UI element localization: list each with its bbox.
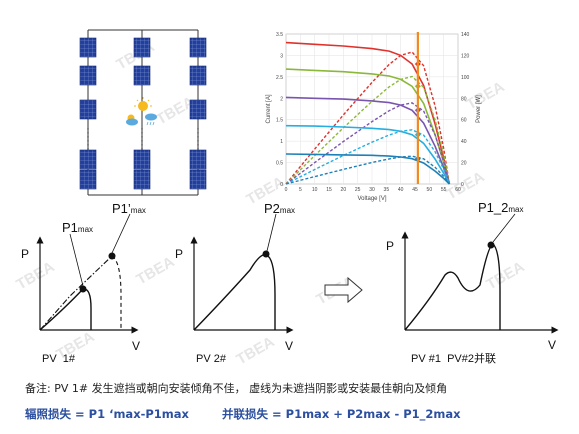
- pv2-curve: [193, 253, 276, 331]
- x-tick-label: 5: [299, 187, 302, 193]
- y-right-tick-labels: 0 20 40 60 80 100 120 140: [461, 32, 470, 188]
- x-tick-label: 30: [369, 187, 375, 193]
- x-tick-label: 60: [455, 187, 461, 193]
- y-tick-label: 1.5: [276, 118, 283, 124]
- pv12-v-axis-label: V: [548, 338, 556, 352]
- solar-panel: [133, 169, 151, 190]
- y-left-tick-labels: 0 0.5 1 1.5 2 2.5 3 3.5: [276, 32, 283, 188]
- pv1-v-axis-label: V: [132, 339, 140, 353]
- pv2-p-axis-label: P: [175, 247, 183, 261]
- y2-tick-label: 80: [461, 96, 467, 102]
- solar-panel: [79, 65, 97, 86]
- solar-array-illustration: [79, 29, 207, 196]
- solar-panel: [79, 149, 97, 170]
- solar-panel: [133, 65, 151, 86]
- x-tick-labels: 0 5 10 15 20 25 30 35 40 45 50 55 60: [285, 187, 461, 193]
- watermark: TBEA: [234, 333, 278, 368]
- pv1-p-axis-label: P: [21, 247, 29, 261]
- pv2-p2max-point: [262, 250, 270, 258]
- parallel-loss-formula: 并联损失 = P1max + P2max - P1_2max: [222, 407, 461, 421]
- power-curve: [285, 102, 451, 185]
- pv1-unshaded-falloff: [111, 255, 122, 330]
- y-tick-label: 3.5: [276, 32, 283, 38]
- solar-panel: [189, 149, 207, 170]
- y-axis-right-label: Power [W]: [476, 95, 482, 123]
- x-tick-label: 45: [412, 187, 418, 193]
- pv1-unshaded-curve: [39, 255, 113, 331]
- pv1-p1max-label: P1max: [62, 220, 93, 235]
- y-tick-label: 1: [280, 139, 283, 145]
- watermark: TBEA: [14, 258, 58, 293]
- y-tick-label: 0.5: [276, 161, 283, 167]
- power-curve: [285, 129, 451, 185]
- pv12-p-axis-label: P: [386, 239, 394, 253]
- current-curve: [285, 96, 451, 185]
- y2-tick-label: 140: [461, 32, 470, 38]
- solar-panel: [189, 37, 207, 58]
- pv1-p1pmax-point: [108, 252, 116, 260]
- x-tick-label: 50: [427, 187, 433, 193]
- pv1-shaded-curve: [39, 288, 92, 331]
- solar-panel: [79, 99, 97, 120]
- y2-tick-label: 40: [461, 139, 467, 145]
- pv12-power-curve: P V P1_2max PV #1 PV#2并联: [386, 200, 559, 365]
- solar-panel: [133, 37, 151, 58]
- pv2-caption: PV 2#: [196, 353, 227, 365]
- x-tick-label: 10: [312, 187, 318, 193]
- pv1-power-curve: P V P1max P1’max PV 1#: [21, 201, 146, 365]
- y2-tick-label: 100: [461, 75, 470, 81]
- pv2-v-axis-label: V: [285, 339, 293, 353]
- watermark: TBEA: [484, 258, 528, 293]
- x-tick-label: 20: [341, 187, 347, 193]
- pv12-p12max-label: P1_2max: [478, 200, 524, 215]
- y2-tick-label: 60: [461, 118, 467, 124]
- pv12-caption: PV #1 PV#2并联: [411, 351, 496, 365]
- solar-panel: [79, 37, 97, 58]
- pv2-p2max-label: P2max: [264, 201, 295, 216]
- y2-tick-label: 20: [461, 161, 467, 167]
- partly-cloudy-icon: [126, 114, 138, 126]
- rain-cloud-icon: [145, 113, 157, 126]
- pv12-curve: [404, 243, 501, 331]
- y-tick-label: 2.5: [276, 75, 283, 81]
- pv1-p1max-point: [79, 285, 87, 293]
- solar-panel: [79, 169, 97, 190]
- solar-panel: [189, 65, 207, 86]
- watermark: TBEA: [464, 78, 508, 113]
- iv-pv-chart: 0 5 10 15 20 25 30 35 40 45 50 55 60 0 0.5 1 1.5 2 2.5 3 3.…: [266, 32, 482, 202]
- pv1-caption: PV 1#: [42, 353, 76, 365]
- power-curve: [285, 51, 451, 185]
- y-tick-label: 2: [280, 96, 283, 102]
- x-tick-label: 55: [441, 187, 447, 193]
- y2-tick-label: 0: [461, 182, 464, 188]
- solar-panel: [133, 149, 151, 170]
- x-tick-label: 15: [326, 187, 332, 193]
- x-tick-label: 0: [285, 187, 288, 193]
- sun-icon: [134, 97, 152, 111]
- y2-tick-label: 120: [461, 53, 470, 59]
- y-tick-label: 3: [280, 53, 283, 59]
- y-tick-label: 0: [280, 182, 283, 188]
- x-tick-label: 40: [398, 187, 404, 193]
- pv1-p1pmax-label: P1’max: [112, 201, 146, 216]
- solar-panel: [189, 99, 207, 120]
- watermark: TBEA: [134, 253, 178, 288]
- footnote: 备注: PV 1# 发生遮挡或朝向安装倾角不佳， 虚线为未遮挡阴影或安装最佳朝向…: [25, 382, 448, 395]
- transition-arrow-icon: [324, 276, 363, 304]
- x-tick-label: 25: [355, 187, 361, 193]
- pv2-power-curve: P V P2max PV 2#: [175, 201, 295, 365]
- pv12-p12max-point: [487, 241, 495, 249]
- chart-series: [285, 41, 451, 185]
- y-axis-left-label: Current [A]: [266, 94, 272, 123]
- x-axis-label: Voltage [V]: [357, 196, 386, 202]
- power-curve: [285, 75, 451, 185]
- x-tick-label: 35: [384, 187, 390, 193]
- power-curve: [285, 155, 450, 185]
- irradiance-loss-formula: 辐照损失 = P1 ‘max-P1max: [25, 407, 189, 421]
- solar-panel: [189, 169, 207, 190]
